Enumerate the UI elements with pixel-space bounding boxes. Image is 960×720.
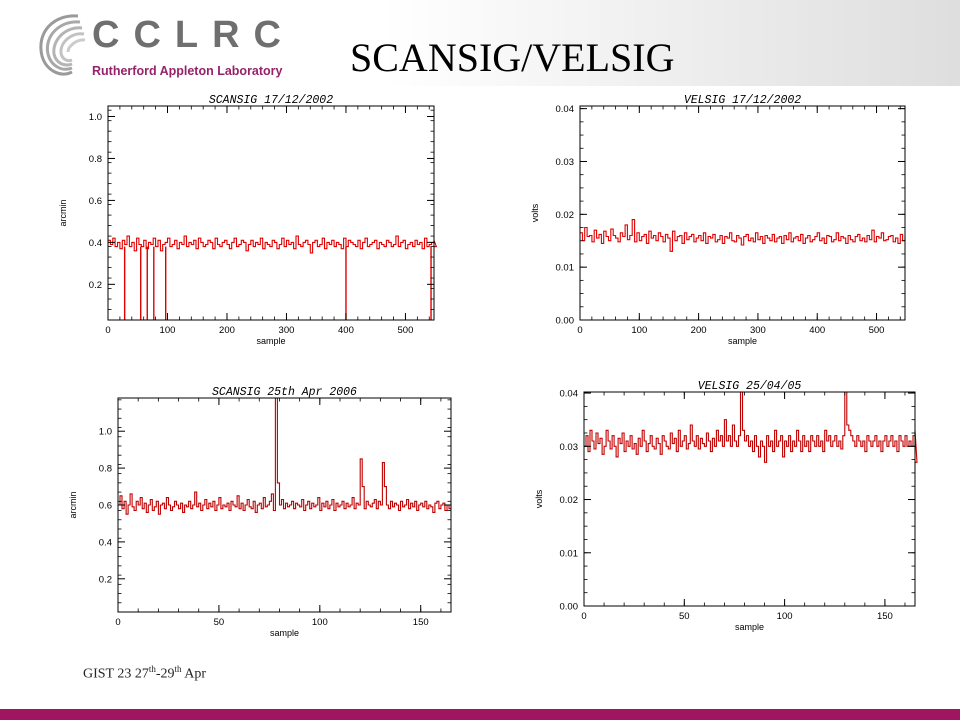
chart-velsig-2005: 0.00 0.01 0.02 0.03 0.04 0 50 100 150 VELSIG 25/0… — [530, 374, 918, 636]
scansig-2002-ytick-label-0: 0.2 — [89, 280, 102, 291]
logo-subtitle: Rutherford Appleton Laboratory — [92, 64, 283, 78]
velsig-2002-ytick-label-2: 0.02 — [556, 210, 575, 221]
scansig-2002-title: SCANSIG 17/12/2002 — [209, 94, 333, 107]
scansig-2002-ytick-label-1: 0.4 — [89, 238, 102, 249]
velsig-2005-xtick-label-3: 150 — [877, 611, 893, 622]
scansig-2006-xtick-label-0: 0 — [115, 617, 120, 628]
velsig-2005-ytick-label-3: 0.03 — [560, 442, 579, 453]
footer-sup2: th — [174, 664, 182, 674]
velsig-2005-ytick-label-4: 0.04 — [560, 389, 579, 400]
velsig-2002-title: VELSIG 17/12/2002 — [684, 94, 801, 107]
scansig-2002-xtick-label-1: 100 — [160, 325, 176, 336]
velsig-2005-xtick-label-0: 0 — [581, 611, 586, 622]
scansig-2002-xlabel: sample — [256, 336, 285, 346]
velsig-2002-svg: 0.00 0.01 0.02 0.03 0.04 0 100 200 300 400 500 VELS… — [530, 94, 906, 346]
velsig-2005-ytick-label-0: 0.00 — [560, 602, 579, 613]
scansig-2006-ytick-label-4: 1.0 — [99, 427, 112, 438]
scansig-2002-frame — [107, 105, 435, 321]
velsig-2002-xtick-label-1: 100 — [631, 325, 647, 336]
scansig-2002-ytick-label-4: 1.0 — [89, 112, 102, 123]
scansig-2006-svg: 0.2 0.4 0.6 0.8 1.0 0 50 100 150 SCANSIG 25th Apr… — [68, 386, 452, 638]
velsig-2002-ytick-label-0: 0.00 — [556, 316, 575, 327]
scansig-2006-xtick-label-2: 100 — [312, 617, 328, 628]
scansig-2006-ytick-label-2: 0.6 — [99, 501, 112, 512]
scansig-2002-series-line — [108, 235, 438, 254]
velsig-2005-series-line — [584, 391, 918, 463]
scansig-2002-xtick-label-3: 300 — [279, 325, 295, 336]
velsig-2005-svg: 0.00 0.01 0.02 0.03 0.04 0 50 100 150 VELSIG 25/0… — [534, 380, 918, 632]
scansig-2002-xtick-label-0: 0 — [105, 325, 110, 336]
velsig-2002-xtick-label-3: 300 — [750, 325, 766, 336]
scansig-2006-xtick-label-3: 150 — [413, 617, 429, 628]
scansig-2006-series-line — [118, 397, 452, 515]
velsig-2002-xtick-label-2: 200 — [691, 325, 707, 336]
velsig-2002-ytick-label-1: 0.01 — [556, 263, 575, 274]
bottom-accent-bar — [0, 709, 960, 720]
scansig-2002-xtick-label-4: 400 — [338, 325, 354, 336]
scansig-2002-ytick-label-3: 0.8 — [89, 154, 102, 165]
velsig-2002-series-line — [580, 219, 906, 252]
scansig-2006-ytick-label-0: 0.2 — [99, 574, 112, 585]
scansig-2002-svg: 0.2 0.4 0.6 0.8 1.0 0 100 200 300 400 500 SCANSIG 1… — [58, 94, 438, 346]
scansig-2006-ylabel: arcmin — [68, 491, 78, 518]
logo-wordmark: CCLRC — [92, 14, 295, 56]
scansig-2002-xtick-label-2: 200 — [219, 325, 235, 336]
scansig-2002-xtick-label-5: 500 — [398, 325, 414, 336]
velsig-2002-xtick-label-5: 500 — [869, 325, 885, 336]
velsig-2005-frame — [583, 391, 916, 607]
velsig-2002-frame — [579, 105, 906, 321]
header-band — [0, 0, 960, 86]
scansig-2006-ytick-label-1: 0.4 — [99, 537, 112, 548]
chart-scansig-2002: 0.2 0.4 0.6 0.8 1.0 0 100 200 300 400 500 SCANSIG 1… — [52, 88, 438, 350]
velsig-2002-ytick-label-4: 0.04 — [556, 104, 575, 115]
velsig-2005-ytick-label-1: 0.01 — [560, 548, 579, 559]
velsig-2002-xtick-label-0: 0 — [577, 325, 582, 336]
velsig-2005-xtick-label-1: 50 — [679, 611, 690, 622]
footer-prefix: GIST 23 27 — [83, 666, 149, 682]
velsig-2002-ytick-label-3: 0.03 — [556, 157, 575, 168]
scansig-2002-ytick-label-2: 0.6 — [89, 196, 102, 207]
scansig-2006-xtick-label-1: 50 — [214, 617, 225, 628]
velsig-2002-xlabel: sample — [728, 336, 757, 346]
velsig-2005-title: VELSIG 25/04/05 — [698, 380, 802, 393]
logo-swirl-icon — [39, 14, 86, 76]
footer-sup1: th — [148, 664, 156, 674]
velsig-2005-xtick-label-2: 100 — [777, 611, 793, 622]
chart-scansig-2006: 0.2 0.4 0.6 0.8 1.0 0 50 100 150 SCANSIG 25th Apr… — [60, 380, 453, 642]
footer-mid: -29 — [155, 666, 175, 682]
scansig-2006-ytick-label-3: 0.8 — [99, 464, 112, 475]
scansig-2006-title: SCANSIG 25th Apr 2006 — [212, 386, 357, 399]
chart-velsig-2002: 0.00 0.01 0.02 0.03 0.04 0 100 200 300 400 500 VELS… — [530, 88, 907, 350]
velsig-2005-ylabel: volts — [534, 489, 544, 508]
footer-suffix: Apr — [181, 666, 207, 682]
scansig-2006-xlabel: sample — [270, 628, 299, 638]
slide-title: SCANSIG/VELSIG — [350, 35, 675, 80]
velsig-2002-xtick-label-4: 400 — [809, 325, 825, 336]
footer-text: GIST 23 27th-29th Apr — [83, 664, 206, 683]
velsig-2002-ylabel: volts — [530, 203, 540, 222]
velsig-2005-xlabel: sample — [735, 622, 764, 632]
velsig-2005-ytick-label-2: 0.02 — [560, 495, 579, 506]
scansig-2002-ylabel: arcmin — [58, 199, 68, 226]
cclrc-logo: CCLRC Rutherford Appleton Laboratory — [32, 10, 283, 86]
